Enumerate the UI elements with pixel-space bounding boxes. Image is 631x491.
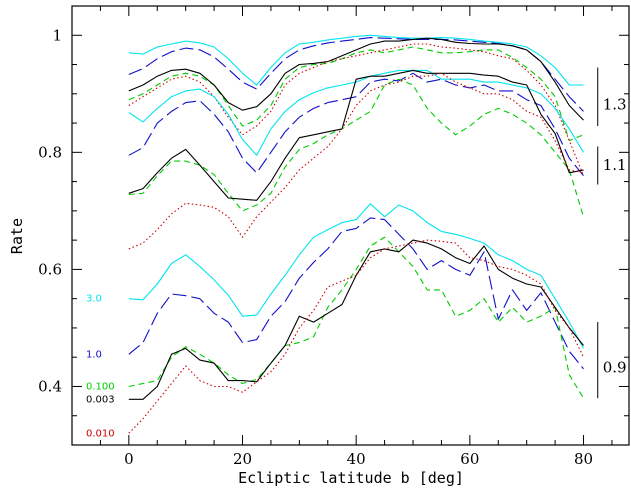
ticks-layer: 0 20 40 60 80 0.4 0.6 0.8 1 [38,5,629,468]
series-line-1_3-0_003 [128,37,584,121]
series-label: 0.003 [86,394,115,405]
y-tick-label: 0.6 [38,260,62,278]
series-line-1_3-1_0 [128,37,584,112]
series-line-0_9-3_0 [128,203,584,349]
series-line-1_1-0_100 [128,78,585,217]
group-label: 1.1 [603,156,627,174]
series-label: 0.010 [86,428,115,439]
plot-border [71,5,630,446]
x-tick-label: 0 [124,450,134,468]
series-label: 0.100 [86,381,115,392]
y-tick-label: 0.4 [38,377,62,395]
x-axis-label: Ecliptic latitude b [deg] [238,469,464,487]
series-label: 3.0 [86,294,102,305]
series-line-1_3-3_0 [128,34,584,86]
series-line-1_3-0_100 [128,46,584,142]
series-line-1_1-1_0 [128,72,584,177]
series-line-0_9-1_0 [128,217,584,370]
x-tick-label: 60 [460,450,479,468]
x-tick-label: 20 [233,450,252,468]
group-label: 0.9 [603,359,627,377]
labels-layer: 3.0 1.0 0.100 0.003 0.010 1.3 1.1 0.9 [86,67,627,439]
y-tick-label: 1 [52,26,62,44]
series-layer [128,34,585,434]
series-line-1_1-0_010 [128,72,584,250]
series-line-0_9-0_100 [128,236,584,399]
plot-frame [71,5,630,446]
series-line-0_9-0_010 [128,239,584,434]
y-tick-label: 0.8 [38,143,62,161]
x-tick-label: 80 [574,450,593,468]
series-line-0_9-0_003 [128,239,584,400]
series-line-1_1-3_0 [128,69,584,156]
series-line-1_1-0_003 [128,69,584,201]
group-label: 1.3 [603,95,627,113]
series-label: 1.0 [86,349,102,360]
series-line-1_3-0_010 [128,43,585,176]
y-axis-label: Rate [8,218,26,254]
x-tick-label: 40 [347,450,366,468]
